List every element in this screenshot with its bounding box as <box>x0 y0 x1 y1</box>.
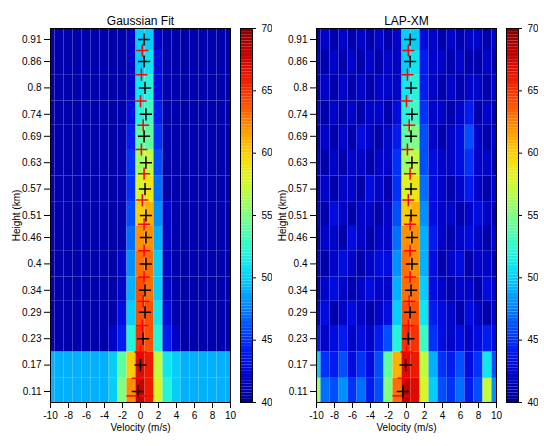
svg-text:Height (km): Height (km) <box>11 190 22 242</box>
svg-text:0.91: 0.91 <box>22 34 42 45</box>
svg-text:6: 6 <box>192 410 198 421</box>
svg-text:-6: -6 <box>348 410 357 421</box>
svg-text:0.74: 0.74 <box>22 109 42 120</box>
svg-text:0.91: 0.91 <box>288 34 308 45</box>
svg-text:6: 6 <box>458 410 464 421</box>
svg-text:55: 55 <box>262 210 273 221</box>
svg-text:55: 55 <box>528 210 539 221</box>
svg-text:-2: -2 <box>118 410 127 421</box>
svg-text:0.17: 0.17 <box>288 359 308 370</box>
svg-text:65: 65 <box>528 85 539 96</box>
svg-text:0.34: 0.34 <box>22 285 42 296</box>
svg-text:Height (km): Height (km) <box>277 190 288 242</box>
svg-text:0.29: 0.29 <box>288 307 308 318</box>
svg-text:0.23: 0.23 <box>22 333 42 344</box>
svg-text:4: 4 <box>174 410 180 421</box>
svg-text:-8: -8 <box>64 410 73 421</box>
svg-text:0.4: 0.4 <box>294 258 308 269</box>
svg-text:2: 2 <box>422 410 428 421</box>
svg-text:45: 45 <box>262 334 273 345</box>
svg-text:8: 8 <box>476 410 482 421</box>
svg-text:10: 10 <box>491 410 503 421</box>
svg-text:0.17: 0.17 <box>22 359 42 370</box>
svg-text:65: 65 <box>262 85 273 96</box>
svg-text:0.63: 0.63 <box>288 157 308 168</box>
svg-text:0.29: 0.29 <box>22 307 42 318</box>
svg-text:40: 40 <box>262 397 273 408</box>
svg-text:50: 50 <box>528 272 539 283</box>
svg-text:2: 2 <box>156 410 162 421</box>
svg-text:-10: -10 <box>309 410 324 421</box>
svg-text:Velocity (m/s): Velocity (m/s) <box>376 422 436 433</box>
svg-text:-10: -10 <box>43 410 58 421</box>
svg-text:70: 70 <box>528 23 539 34</box>
svg-text:60: 60 <box>262 147 273 158</box>
svg-text:0.46: 0.46 <box>288 232 308 243</box>
svg-text:60: 60 <box>528 147 539 158</box>
svg-text:0.8: 0.8 <box>294 82 308 93</box>
svg-text:0.51: 0.51 <box>288 210 308 221</box>
svg-text:-8: -8 <box>330 410 339 421</box>
svg-text:0.23: 0.23 <box>288 333 308 344</box>
svg-text:0: 0 <box>404 410 410 421</box>
svg-text:-2: -2 <box>384 410 393 421</box>
svg-text:0.11: 0.11 <box>289 386 308 397</box>
svg-text:0.57: 0.57 <box>288 183 308 194</box>
svg-text:0.86: 0.86 <box>288 56 308 67</box>
svg-text:Gaussian Fit: Gaussian Fit <box>107 14 175 28</box>
svg-text:0: 0 <box>138 410 144 421</box>
svg-text:0.57: 0.57 <box>22 183 42 194</box>
svg-text:-4: -4 <box>100 410 109 421</box>
svg-text:-4: -4 <box>366 410 375 421</box>
svg-text:70: 70 <box>262 23 273 34</box>
svg-text:0.63: 0.63 <box>22 157 42 168</box>
svg-text:0.34: 0.34 <box>288 285 308 296</box>
svg-text:40: 40 <box>528 397 539 408</box>
svg-text:0.69: 0.69 <box>288 131 308 142</box>
svg-text:0.69: 0.69 <box>22 131 42 142</box>
svg-text:-6: -6 <box>82 410 91 421</box>
svg-text:10: 10 <box>225 410 237 421</box>
svg-text:0.74: 0.74 <box>288 109 308 120</box>
svg-text:0.51: 0.51 <box>22 210 42 221</box>
svg-text:50: 50 <box>262 272 273 283</box>
svg-text:0.11: 0.11 <box>23 386 42 397</box>
svg-text:LAP-XM: LAP-XM <box>384 14 429 28</box>
svg-text:4: 4 <box>440 410 446 421</box>
svg-text:0.86: 0.86 <box>22 56 42 67</box>
svg-text:45: 45 <box>528 334 539 345</box>
svg-text:0.4: 0.4 <box>28 258 42 269</box>
svg-text:Velocity (m/s): Velocity (m/s) <box>110 422 170 433</box>
svg-text:8: 8 <box>210 410 216 421</box>
svg-text:0.8: 0.8 <box>28 82 42 93</box>
svg-text:0.46: 0.46 <box>22 232 42 243</box>
